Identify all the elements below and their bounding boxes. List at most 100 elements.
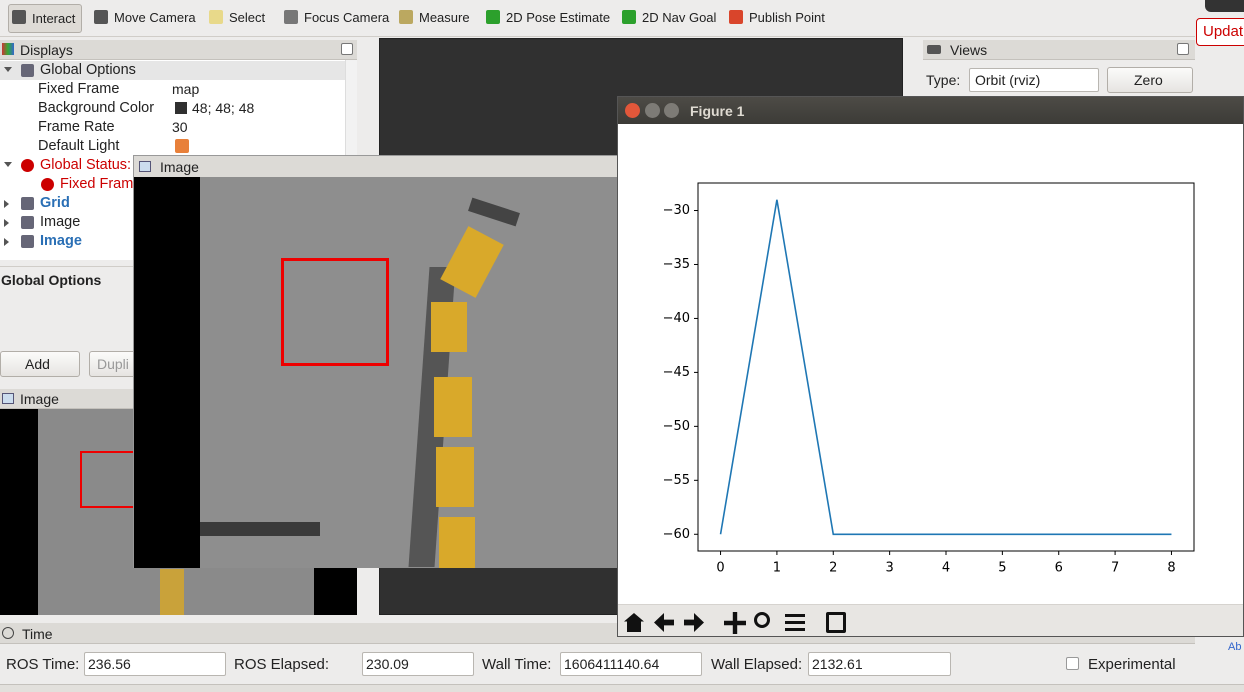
tool-icon[interactable] <box>209 10 223 24</box>
tool-label: Move Camera <box>114 10 196 25</box>
time-box[interactable] <box>362 652 474 676</box>
y-tick-label: −60 <box>663 527 690 542</box>
y-tick-label: −30 <box>663 203 690 218</box>
type-value: Orbit (rviz) <box>975 72 1041 88</box>
tool-icon[interactable] <box>12 10 26 24</box>
image-window: Image <box>133 155 618 568</box>
forward-icon[interactable] <box>684 613 704 632</box>
save-icon[interactable] <box>826 612 846 633</box>
row-icon <box>21 159 34 172</box>
row-label: Fixed Frame <box>38 81 120 97</box>
type-combo[interactable] <box>969 68 1099 92</box>
x-tick-label: 6 <box>1055 561 1063 576</box>
displays-header <box>0 40 357 60</box>
max-button[interactable] <box>664 103 679 118</box>
time-value: 236.56 <box>88 656 131 672</box>
row-label: Frame Rate <box>38 119 115 135</box>
x-tick-label: 4 <box>942 561 950 576</box>
arm-link <box>436 447 474 507</box>
row-value: 30 <box>172 119 188 135</box>
image-icon <box>139 161 151 172</box>
update-button[interactable] <box>1196 18 1244 46</box>
figure-toolbar <box>618 604 1243 636</box>
arm <box>160 569 184 615</box>
time-value: 1606411140.64 <box>564 656 660 672</box>
tool-label: 2D Nav Goal <box>642 10 717 25</box>
back-icon[interactable] <box>654 613 674 632</box>
tool-icon[interactable] <box>94 10 108 24</box>
experimental-checkbox[interactable] <box>1066 657 1079 670</box>
arm-link <box>439 517 475 568</box>
row-icon <box>21 197 34 210</box>
row-icon <box>21 216 34 229</box>
update-text: Updat <box>1203 23 1244 40</box>
row-value: map <box>172 81 200 97</box>
row-value: 48; 48; 48 <box>192 100 255 116</box>
expand-arrow[interactable] <box>4 162 12 171</box>
image-panel-title: Image <box>20 391 59 407</box>
figure-title: Figure 1 <box>690 103 745 119</box>
x-tick-label: 2 <box>829 561 837 576</box>
y-tick-label: −35 <box>663 257 690 272</box>
expand-arrow[interactable] <box>4 200 13 208</box>
y-tick-label: −40 <box>663 311 690 326</box>
expand-arrow[interactable] <box>4 219 13 227</box>
time-label: ROS Time: <box>6 656 80 673</box>
arm-link <box>434 377 472 437</box>
tool-label: 2D Pose Estimate <box>506 10 611 25</box>
tool-icon[interactable] <box>729 10 743 24</box>
tool-label: Measure <box>419 10 470 25</box>
displays-icon <box>2 43 14 55</box>
zoom-icon[interactable] <box>754 612 770 628</box>
time-label: Wall Elapsed: <box>711 656 803 673</box>
close-icon[interactable] <box>1177 43 1189 55</box>
views-icon <box>927 45 941 54</box>
add-text: Add <box>25 356 50 372</box>
views-header <box>923 40 1195 60</box>
figure-titlebar <box>618 97 1243 124</box>
tool-icon[interactable] <box>284 10 298 24</box>
pan-icon[interactable] <box>724 612 746 634</box>
toolbar <box>0 0 1195 37</box>
y-tick-label: −45 <box>663 365 690 380</box>
time-box[interactable] <box>808 652 951 676</box>
row-icon <box>21 64 34 77</box>
image-window-title: Image <box>160 159 199 175</box>
time-value: 230.09 <box>366 656 409 672</box>
time-label: ROS Elapsed: <box>234 656 330 673</box>
expand-arrow[interactable] <box>4 238 13 246</box>
tree-selection <box>0 61 345 80</box>
x-tick-label: 5 <box>998 561 1006 576</box>
tool-icon[interactable] <box>399 10 413 24</box>
tool-icon[interactable] <box>486 10 500 24</box>
time-box[interactable] <box>560 652 702 676</box>
checkbox[interactable] <box>175 139 189 153</box>
x-tick-label: 0 <box>716 561 724 576</box>
close-button[interactable] <box>625 103 640 118</box>
time-title: Time <box>22 626 53 642</box>
tool-label: Focus Camera <box>304 10 390 25</box>
home-icon[interactable] <box>624 613 644 632</box>
expand-arrow[interactable] <box>4 67 12 76</box>
bg-swatch <box>175 102 187 114</box>
row-label: Grid <box>40 195 70 211</box>
x-tick-label: 3 <box>885 561 893 576</box>
row-label: Global Status: <box>40 157 132 173</box>
line <box>719 199 1172 536</box>
min-button[interactable] <box>645 103 660 118</box>
time-icon <box>2 627 14 639</box>
x-tick-label: 7 <box>1111 561 1119 576</box>
add-button[interactable] <box>0 351 80 377</box>
gripper <box>468 197 520 227</box>
zero-text: Zero <box>1134 72 1163 88</box>
image-icon <box>2 393 14 404</box>
tool-label: Publish Point <box>749 10 825 25</box>
row-label: Global Options <box>40 62 136 78</box>
black-bar <box>134 177 200 568</box>
red-box <box>281 258 389 366</box>
zero-button[interactable] <box>1107 67 1193 93</box>
close-icon[interactable] <box>341 43 353 55</box>
configure-icon[interactable] <box>785 614 805 632</box>
time-box[interactable] <box>84 652 226 676</box>
tool-icon[interactable] <box>622 10 636 24</box>
